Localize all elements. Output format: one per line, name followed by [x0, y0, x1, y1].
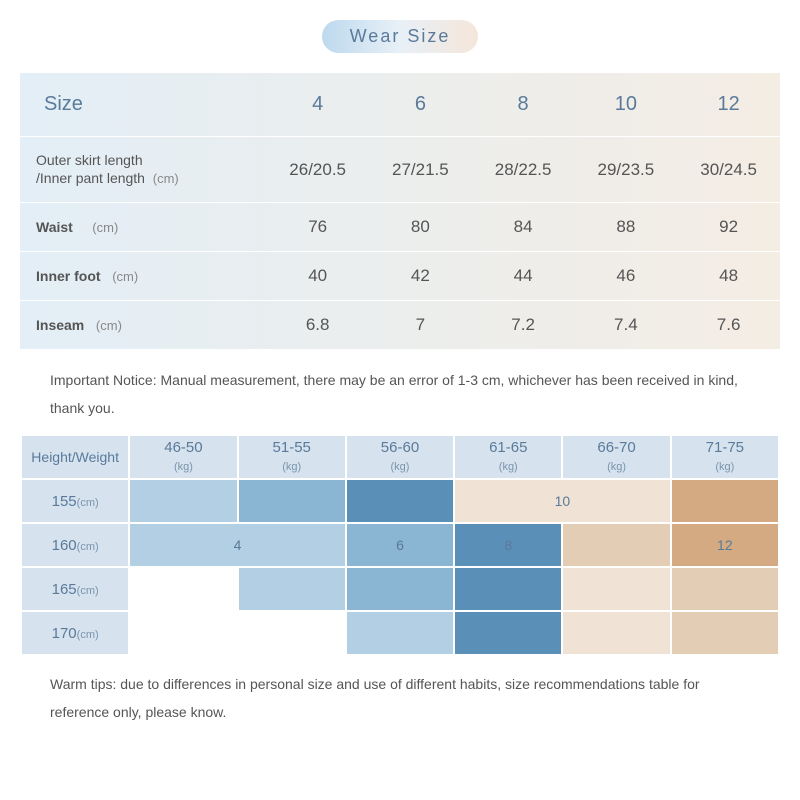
size-cell: 28/22.5: [472, 137, 575, 203]
rec-weight-col-5: 71-75(kg): [671, 435, 779, 479]
rec-cell-0-4: [671, 479, 779, 523]
size-header-label: Size: [20, 73, 266, 137]
rec-row-3: 170(cm): [21, 611, 779, 655]
rec-cell-2-5: [671, 567, 779, 611]
rec-cell-3-1: [238, 611, 346, 655]
size-cell: 30/24.5: [677, 137, 780, 203]
size-cell: 44: [472, 252, 575, 301]
rec-cell-1-2: 8: [454, 523, 562, 567]
size-row-3-unit: (cm): [96, 318, 122, 333]
rec-weight-col-4: 66-70(kg): [562, 435, 670, 479]
size-row-1-label: Waist (cm): [20, 203, 266, 252]
rec-cell-1-1: 6: [346, 523, 454, 567]
size-cell: 92: [677, 203, 780, 252]
size-cell: 7: [369, 301, 472, 350]
size-cell: 27/21.5: [369, 137, 472, 203]
size-row-3-label: Inseam (cm): [20, 301, 266, 350]
rec-row-0: 155(cm) 10: [21, 479, 779, 523]
important-notice: Important Notice: Manual measurement, th…: [20, 362, 780, 434]
size-row-1-unit: (cm): [92, 220, 118, 235]
rec-cell-0-2: [346, 479, 454, 523]
size-row-0-label-l1: Outer skirt length: [36, 152, 143, 168]
size-cell: 7.2: [472, 301, 575, 350]
rec-cell-2-4: [562, 567, 670, 611]
size-row-2: Inner foot (cm) 40 42 44 46 48: [20, 252, 780, 301]
rec-cell-3-5: [671, 611, 779, 655]
rec-cell-3-2: [346, 611, 454, 655]
rec-cell-1-4: 12: [671, 523, 779, 567]
title-wrap: Wear Size: [20, 20, 780, 73]
size-cell: 42: [369, 252, 472, 301]
size-cell: 7.4: [574, 301, 677, 350]
rec-corner: Height/Weight: [21, 435, 129, 479]
size-row-3: Inseam (cm) 6.8 7 7.2 7.4 7.6: [20, 301, 780, 350]
size-row-0-unit: (cm): [153, 171, 179, 186]
rec-cell-1-3: [562, 523, 670, 567]
rec-cell-3-0: [129, 611, 237, 655]
size-col-3: 10: [574, 73, 677, 137]
rec-row-2: 165(cm): [21, 567, 779, 611]
size-table: Size 4 6 8 10 12 Outer skirt length /Inn…: [20, 73, 780, 350]
size-cell: 40: [266, 252, 369, 301]
size-row-1: Waist (cm) 76 80 84 88 92: [20, 203, 780, 252]
size-row-3-label-text: Inseam: [36, 317, 84, 333]
size-row-2-label-text: Inner foot: [36, 268, 101, 284]
rec-weight-col-1: 51-55(kg): [238, 435, 346, 479]
size-col-1: 6: [369, 73, 472, 137]
size-cell: 80: [369, 203, 472, 252]
rec-cell-3-3: [454, 611, 562, 655]
size-row-0: Outer skirt length /Inner pant length (c…: [20, 137, 780, 203]
size-row-0-label: Outer skirt length /Inner pant length (c…: [20, 137, 266, 203]
size-col-0: 4: [266, 73, 369, 137]
size-table-header-row: Size 4 6 8 10 12: [20, 73, 780, 137]
rec-weight-col-3: 61-65(kg): [454, 435, 562, 479]
size-col-4: 12: [677, 73, 780, 137]
title-badge: Wear Size: [322, 20, 479, 53]
size-row-0-label-l2: /Inner pant length: [36, 170, 145, 186]
rec-cell-1-0: 4: [129, 523, 346, 567]
size-col-2: 8: [472, 73, 575, 137]
size-cell: 7.6: [677, 301, 780, 350]
rec-weight-col-2: 56-60(kg): [346, 435, 454, 479]
rec-cell-3-4: [562, 611, 670, 655]
size-row-1-label-text: Waist: [36, 219, 73, 235]
recommendation-table: Height/Weight46-50(kg)51-55(kg)56-60(kg)…: [20, 434, 780, 656]
size-cell: 88: [574, 203, 677, 252]
size-cell: 76: [266, 203, 369, 252]
size-row-2-unit: (cm): [112, 269, 138, 284]
size-cell: 48: [677, 252, 780, 301]
size-cell: 26/20.5: [266, 137, 369, 203]
size-cell: 46: [574, 252, 677, 301]
warm-tips: Warm tips: due to differences in persona…: [20, 666, 780, 726]
rec-cell-0-0: [129, 479, 237, 523]
rec-weight-col-0: 46-50(kg): [129, 435, 237, 479]
size-cell: 29/23.5: [574, 137, 677, 203]
rec-cell-2-0: [129, 567, 237, 611]
rec-row-1: 160(cm)468 12: [21, 523, 779, 567]
rec-height-label-1: 160(cm): [21, 523, 129, 567]
page-container: Wear Size Size 4 6 8 10 12 Outer skirt l…: [0, 0, 800, 736]
rec-cell-2-3: [454, 567, 562, 611]
size-cell: 84: [472, 203, 575, 252]
rec-cell-0-1: [238, 479, 346, 523]
rec-cell-2-2: [346, 567, 454, 611]
rec-header-row: Height/Weight46-50(kg)51-55(kg)56-60(kg)…: [21, 435, 779, 479]
rec-cell-2-1: [238, 567, 346, 611]
size-cell: 6.8: [266, 301, 369, 350]
rec-height-label-2: 165(cm): [21, 567, 129, 611]
size-row-2-label: Inner foot (cm): [20, 252, 266, 301]
rec-cell-0-3: 10: [454, 479, 671, 523]
rec-height-label-3: 170(cm): [21, 611, 129, 655]
rec-height-label-0: 155(cm): [21, 479, 129, 523]
